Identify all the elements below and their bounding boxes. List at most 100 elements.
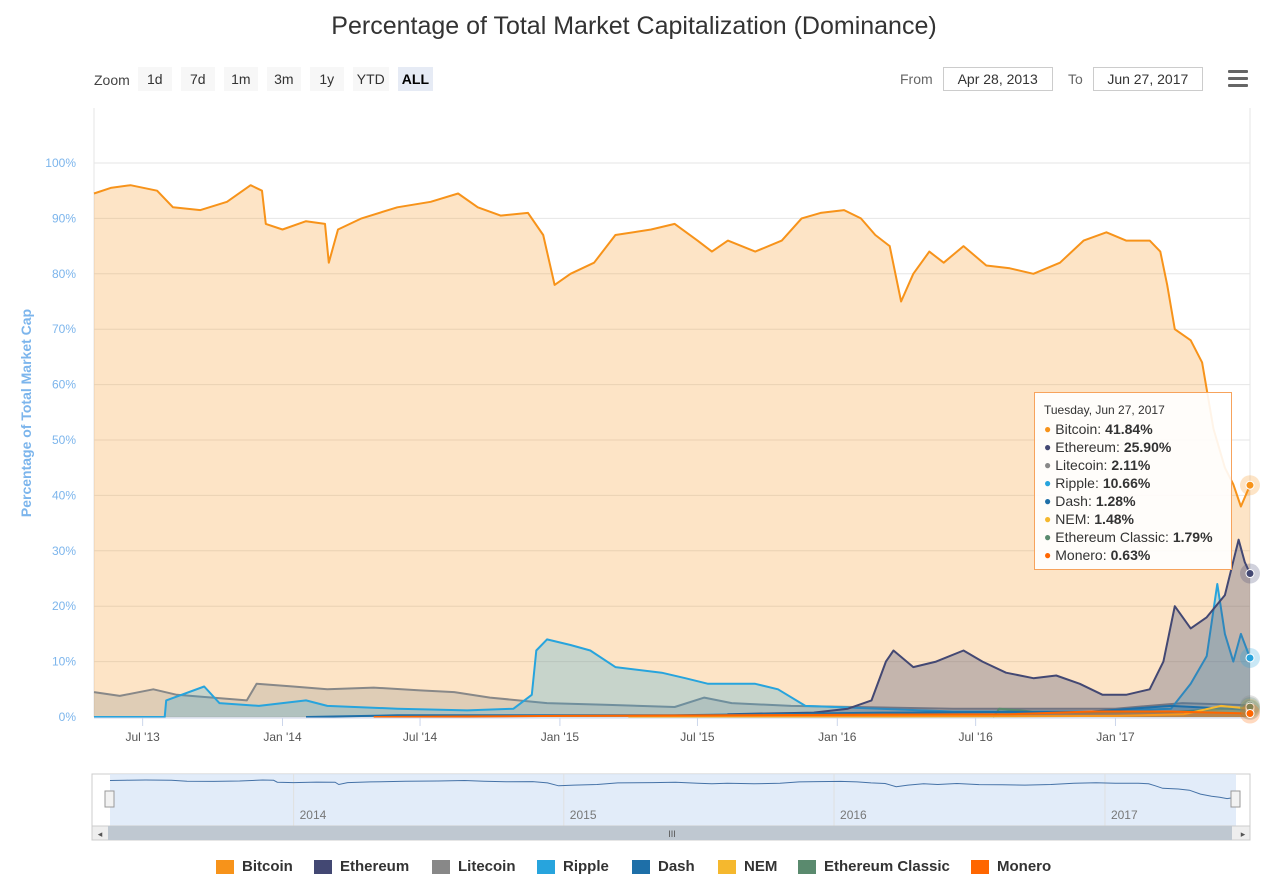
tooltip-series-value: 2.11% <box>1111 457 1151 473</box>
to-date-input[interactable]: Jun 27, 2017 <box>1092 67 1203 91</box>
legend-item-ethereum[interactable]: Ethereum <box>314 858 409 875</box>
tooltip-row: ● Ethereum Classic:1.79% <box>1044 528 1222 546</box>
from-label: From <box>900 71 933 87</box>
x-tick-label: Jan '16 <box>818 730 857 744</box>
legend-item-ripple[interactable]: Ripple <box>537 858 609 875</box>
navigator-tick-label: 2016 <box>840 808 867 822</box>
scroll-left-arrow-icon[interactable]: ◂ <box>98 829 103 839</box>
zoom-1d-button[interactable]: 1d <box>137 67 172 91</box>
tooltip-row: ● Ripple:10.66% <box>1044 474 1222 492</box>
legend-swatch <box>798 859 816 874</box>
hamburger-menu-icon[interactable] <box>1228 70 1248 88</box>
navigator-tick-label: 2014 <box>300 808 327 822</box>
x-tick-label: Jul '15 <box>680 730 715 744</box>
legend-label: Ethereum Classic <box>824 858 950 875</box>
y-tick-label: 20% <box>52 599 76 613</box>
navigator-left-handle[interactable] <box>104 790 115 808</box>
nem-area <box>628 705 1250 717</box>
y-tick-label: 0% <box>59 710 77 724</box>
legend-item-bitcoin[interactable]: Bitcoin <box>216 858 293 875</box>
x-axis: Jul '13 Jan '14 Jul '14 Jan '15 Jul '15 Jan '… <box>94 717 1250 744</box>
from-date-input[interactable]: Apr 28, 2013 <box>942 67 1053 91</box>
main-chart: 0% 10% 20% 30% 40% 50% 60% 70% 80% 90% 100% Jul '1… <box>18 108 1260 744</box>
tooltip-series-name: NEM <box>1055 511 1087 527</box>
ethereum-line[interactable] <box>724 538 1251 718</box>
tooltip-row: ● Ethereum:25.90% <box>1044 438 1222 456</box>
legend-item-monero[interactable]: Monero <box>971 858 1051 875</box>
legend-item-litecoin[interactable]: Litecoin <box>432 858 516 875</box>
legend-swatch <box>314 859 332 874</box>
legend-item-ethereum-classic[interactable]: Ethereum Classic <box>798 858 950 875</box>
x-tick-label: Jan '15 <box>541 730 580 744</box>
legend-swatch <box>718 859 736 874</box>
legend-label: Monero <box>997 858 1052 875</box>
legend-label: Litecoin <box>458 858 516 875</box>
tooltip-colon: : <box>1094 475 1099 491</box>
navigator-tick-label: 2015 <box>570 808 597 822</box>
x-tick-label: Jan '14 <box>263 730 302 744</box>
monero-marker <box>1245 709 1255 719</box>
hover-markers <box>1240 475 1260 724</box>
tooltip-row: ● Dash:1.28% <box>1044 492 1222 510</box>
tooltip-series-value: 25.90% <box>1123 439 1172 455</box>
nem-line[interactable] <box>628 704 1251 718</box>
zoom-7d-button[interactable]: 7d <box>180 67 215 91</box>
zoom-1y-button[interactable]: 1y <box>309 67 344 91</box>
series-areas <box>93 184 1251 718</box>
legend-label: NEM <box>744 858 778 875</box>
tooltip-series-name: Dash <box>1055 493 1088 509</box>
tooltip-colon: : <box>1115 439 1120 455</box>
navigator-ticks: 2014 2015 2016 2017 <box>293 774 1138 826</box>
legend-label: Bitcoin <box>242 858 293 875</box>
tooltip-dot-icon: ● <box>1044 476 1052 490</box>
navigator-right-handle[interactable] <box>1230 790 1241 808</box>
x-tick-label: Jul '16 <box>958 730 993 744</box>
tooltip-dot-icon: ● <box>1044 548 1052 562</box>
tooltip-series-value: 1.48% <box>1094 511 1134 527</box>
tooltip-series-name: Monero <box>1055 547 1103 563</box>
y-tick-label: 100% <box>45 156 76 170</box>
tooltip-dot-icon: ● <box>1044 512 1052 526</box>
y-axis-title: Percentage of Total Market Cap <box>18 309 34 517</box>
zoom-bar: Zoom 1d 7d 1m 3m 1y YTD ALL <box>94 66 442 92</box>
ripple-line[interactable] <box>94 583 1251 718</box>
tooltip-row: ● Bitcoin:41.84% <box>1044 420 1222 438</box>
bitcoin-area <box>94 185 1250 717</box>
tooltip-row: ● Litecoin:2.11% <box>1044 456 1222 474</box>
bitcoin-line[interactable] <box>93 184 1251 508</box>
tooltip-series-value: 1.79% <box>1172 529 1213 545</box>
tooltip-colon: : <box>1103 457 1108 473</box>
tooltip-colon: : <box>1086 511 1091 527</box>
legend-label: Dash <box>658 858 695 875</box>
dash-line[interactable] <box>305 704 1251 718</box>
zoom-ytd-button[interactable]: YTD <box>352 67 389 91</box>
legend-swatch <box>632 859 650 874</box>
tooltip-colon: : <box>1164 529 1169 545</box>
legend-swatch <box>432 859 450 874</box>
legend-item-nem[interactable]: NEM <box>718 858 777 875</box>
tooltip-dot-icon: ● <box>1044 458 1052 472</box>
monero-line[interactable] <box>373 710 1251 718</box>
legend-item-dash[interactable]: Dash <box>632 858 695 875</box>
range-from: From Apr 28, 2013 <box>900 66 1053 92</box>
scrollbar-thumb[interactable] <box>108 826 1232 840</box>
zoom-1m-button[interactable]: 1m <box>223 67 258 91</box>
tooltip-series-value: 0.63% <box>1110 547 1151 563</box>
y-tick-label: 70% <box>52 322 76 336</box>
y-tick-label: 60% <box>52 378 76 392</box>
navigator[interactable]: 2014 2015 2016 2017 III ◂ ▸ <box>0 768 1268 848</box>
x-tick-label: Jul '13 <box>125 730 160 744</box>
y-tick-label: 90% <box>52 211 76 225</box>
tooltip-row: ● NEM:1.48% <box>1044 510 1222 528</box>
legend: Bitcoin Ethereum Litecoin Ripple Dash NEM Ethe… <box>0 858 1268 880</box>
monero-area <box>373 711 1250 717</box>
zoom-all-button[interactable]: ALL <box>397 67 434 91</box>
scroll-right-arrow-icon[interactable]: ▸ <box>1241 829 1246 839</box>
y-tick-label: 50% <box>52 433 76 447</box>
tooltip-series-value: 1.28% <box>1095 493 1136 509</box>
tooltip-date: Tuesday, Jun 27, 2017 <box>1044 403 1165 417</box>
y-tick-label: 80% <box>52 267 76 281</box>
zoom-3m-button[interactable]: 3m <box>266 67 301 91</box>
x-tick-label: Jan '17 <box>1096 730 1135 744</box>
tooltip-series-value: 41.84% <box>1105 421 1153 437</box>
